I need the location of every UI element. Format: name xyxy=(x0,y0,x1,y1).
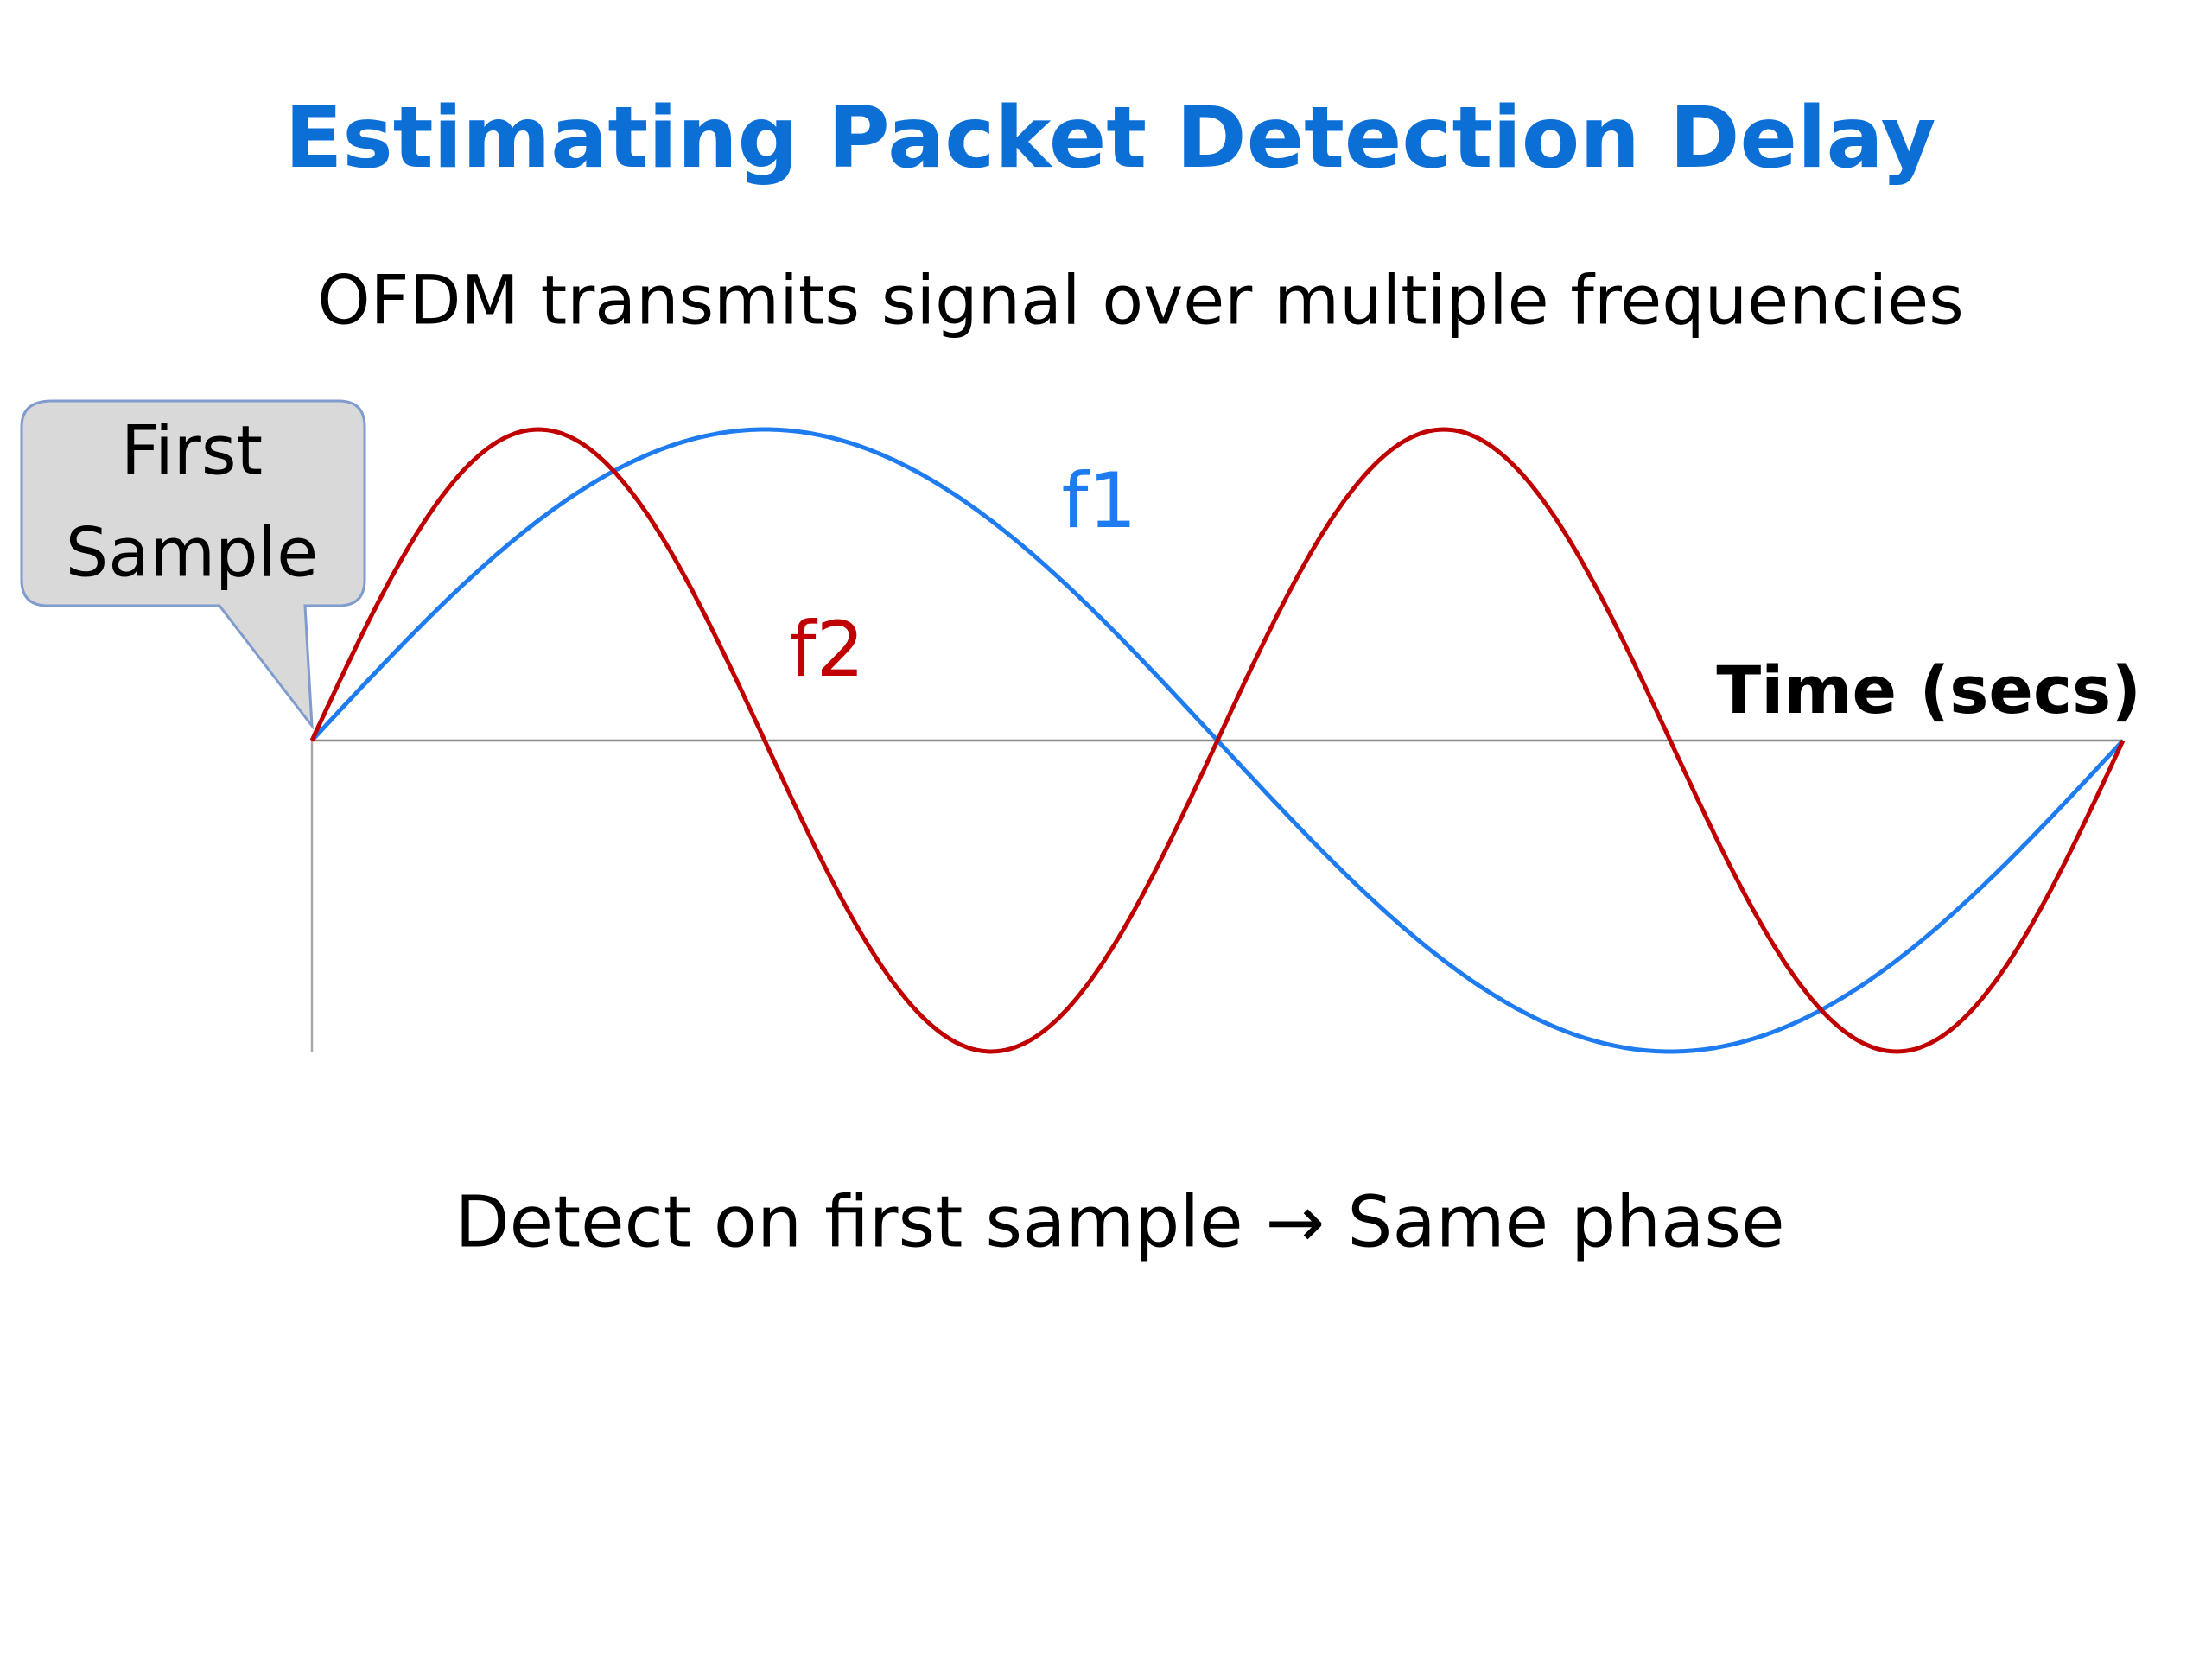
f2-wave xyxy=(309,427,2126,1054)
callout-box xyxy=(20,399,366,730)
callout-line: First xyxy=(121,412,263,490)
caption: Detect on first sample → Same phase xyxy=(454,1181,1784,1263)
callout-line: Sample xyxy=(66,514,318,592)
f2-label: f2 xyxy=(790,605,865,694)
axis-label: Time (secs) xyxy=(1716,652,2141,728)
title: Estimating Packet Detection Delay xyxy=(284,89,1936,188)
f1-label: f1 xyxy=(1062,456,1137,545)
subtitle: OFDM transmits signal over multiple freq… xyxy=(317,262,1964,340)
